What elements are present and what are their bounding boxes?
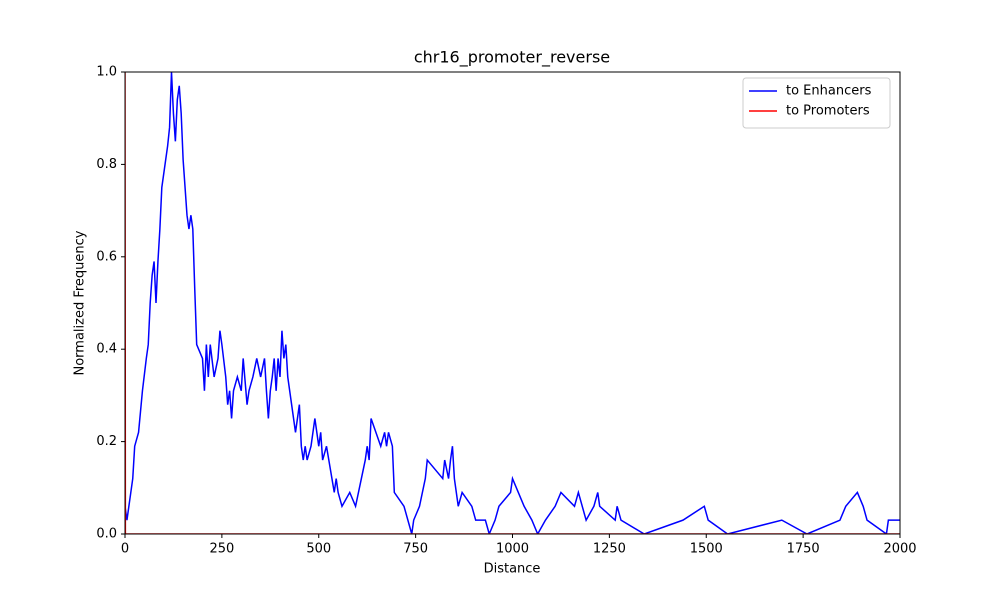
chart-title: chr16_promoter_reverse bbox=[414, 48, 610, 68]
x-tick-label: 250 bbox=[209, 542, 234, 557]
y-tick-label: 1.0 bbox=[96, 65, 117, 80]
data-line bbox=[125, 72, 900, 534]
x-tick-label: 500 bbox=[306, 542, 331, 557]
y-axis-label: Normalized Frequency bbox=[73, 230, 88, 375]
x-tick-label: 750 bbox=[403, 542, 428, 557]
y-tick-label: 0.6 bbox=[96, 249, 117, 264]
x-tick-label: 1500 bbox=[690, 542, 723, 557]
x-tick-label: 1250 bbox=[593, 542, 626, 557]
y-tick-label: 0.8 bbox=[96, 157, 117, 172]
x-tick-label: 1000 bbox=[496, 542, 529, 557]
y-tick-label: 0.0 bbox=[96, 527, 117, 542]
x-tick-label: 0 bbox=[121, 542, 129, 557]
legend-label: to Promoters bbox=[786, 104, 870, 119]
legend-box bbox=[742, 77, 891, 129]
y-tick-label: 0.4 bbox=[96, 342, 117, 357]
x-tick-label: 1750 bbox=[787, 542, 820, 557]
x-tick-label: 2000 bbox=[883, 542, 916, 557]
data-line bbox=[125, 72, 900, 534]
x-axis-label: Distance bbox=[484, 562, 541, 577]
plot-frame bbox=[124, 71, 901, 535]
legend-label: to Enhancers bbox=[786, 84, 872, 99]
y-tick-label: 0.2 bbox=[96, 434, 117, 449]
